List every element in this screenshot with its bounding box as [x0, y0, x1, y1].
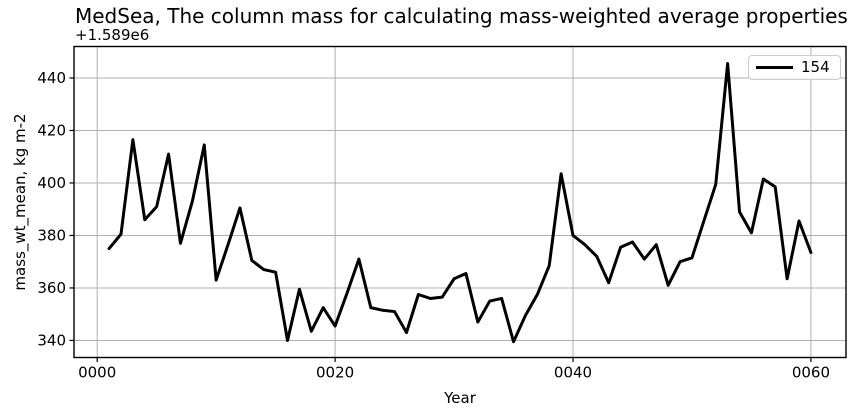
x-tick-label: 0060	[792, 364, 830, 382]
series-line-154	[107, 62, 813, 344]
y-tick-label: 360	[37, 279, 66, 297]
legend-label: 154	[801, 58, 830, 76]
x-axis-label: Year	[444, 389, 476, 407]
legend-line-swatch	[756, 65, 793, 70]
legend: 154	[748, 55, 841, 80]
y-tick-label: 340	[37, 332, 66, 350]
y-tick-label: 380	[37, 227, 66, 245]
x-tick-label: 0040	[554, 364, 592, 382]
y-axis-label: mass_wt_mean, kg m-2	[11, 113, 29, 291]
y-tick-label: 420	[37, 122, 66, 140]
chart-title: MedSea, The column mass for calculating …	[75, 4, 848, 28]
y-tick-label: 400	[37, 174, 66, 192]
y-tick-label: 440	[37, 69, 66, 87]
y-axis-offset-label: +1.589e6	[75, 26, 150, 44]
x-tick-label: 0020	[316, 364, 354, 382]
x-tick-label: 0000	[78, 364, 116, 382]
plot-border	[73, 45, 847, 359]
